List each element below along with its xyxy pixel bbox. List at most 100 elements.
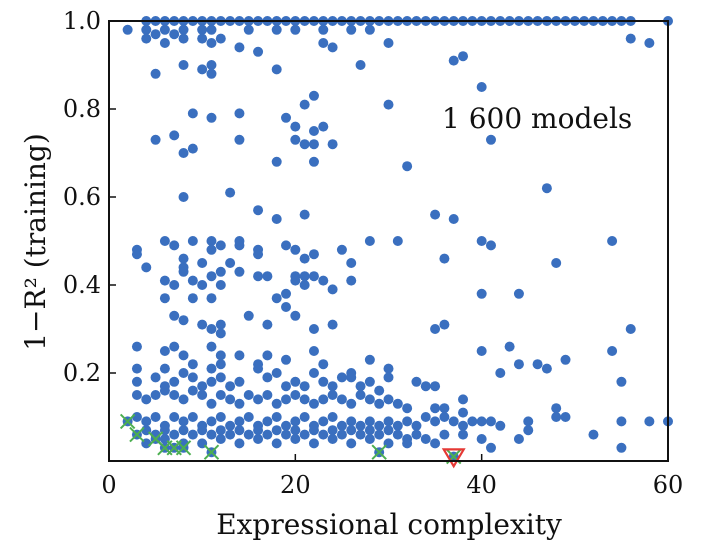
- data-point: [374, 385, 385, 396]
- y-tick-label: 0.8: [63, 95, 101, 123]
- data-point: [485, 442, 496, 453]
- data-point: [290, 24, 301, 35]
- data-point: [355, 390, 366, 400]
- data-point: [299, 209, 310, 220]
- data-point: [364, 354, 375, 365]
- data-point: [169, 376, 180, 387]
- data-point: [234, 438, 245, 449]
- data-point: [206, 324, 217, 334]
- data-point: [271, 412, 282, 422]
- data-point: [271, 156, 282, 167]
- data-point: [402, 416, 413, 427]
- y-tick-label: 0.4: [63, 271, 101, 299]
- data-point: [383, 99, 394, 110]
- data-point: [178, 425, 189, 436]
- data-point: [299, 394, 310, 405]
- data-point: [281, 429, 292, 440]
- data-point: [253, 249, 264, 260]
- data-point: [290, 121, 301, 132]
- data-point: [318, 376, 329, 387]
- data-point: [243, 412, 254, 422]
- data-point: [131, 412, 142, 422]
- data-point: [495, 368, 506, 378]
- data-point: [262, 372, 273, 383]
- data-point: [308, 438, 319, 449]
- data-point: [178, 416, 189, 427]
- data-point: [234, 42, 245, 53]
- data-point: [336, 420, 347, 431]
- data-point: [234, 236, 245, 246]
- plot-frame: [108, 20, 669, 462]
- data-point: [169, 341, 180, 352]
- data-point: [439, 319, 450, 330]
- data-point: [299, 139, 310, 150]
- data-point: [458, 407, 469, 418]
- data-point: [392, 398, 403, 409]
- data-point: [299, 280, 310, 290]
- data-point: [476, 82, 487, 92]
- data-point: [551, 412, 562, 422]
- x-tick-label: 0: [101, 471, 116, 499]
- data-point: [262, 416, 273, 427]
- data-point: [206, 68, 217, 79]
- data-point: [243, 390, 254, 400]
- data-point: [308, 271, 319, 282]
- data-point: [197, 24, 208, 35]
- data-point: [318, 429, 329, 440]
- data-point: [206, 293, 217, 304]
- data-point: [290, 434, 301, 444]
- data-point: [318, 275, 329, 286]
- data-point: [625, 33, 636, 44]
- data-point: [560, 354, 571, 365]
- x-tick-label: 20: [280, 471, 311, 499]
- data-point: [411, 420, 422, 431]
- data-point: [374, 398, 385, 409]
- y-tick-label: 0.6: [63, 183, 101, 211]
- data-point: [364, 236, 375, 246]
- data-point: [318, 416, 329, 427]
- data-point: [541, 183, 552, 194]
- data-point: [159, 385, 170, 396]
- data-point: [159, 346, 170, 356]
- data-point: [402, 161, 413, 172]
- data-point: [206, 60, 217, 70]
- data-point: [131, 249, 142, 260]
- data-point: [253, 394, 264, 405]
- data-point: [476, 434, 487, 444]
- data-point: [383, 416, 394, 427]
- data-point: [187, 385, 198, 396]
- data-point: [430, 416, 441, 427]
- data-point: [290, 416, 301, 427]
- data-point: [215, 328, 226, 339]
- data-point: [215, 372, 226, 383]
- data-point: [364, 425, 375, 436]
- data-point: [281, 354, 292, 365]
- pareto-cross-marker: [203, 444, 220, 460]
- data-point: [364, 24, 375, 35]
- data-point: [262, 350, 273, 361]
- data-point: [346, 398, 357, 409]
- data-point: [364, 434, 375, 444]
- data-point: [178, 350, 189, 361]
- data-point: [383, 394, 394, 405]
- data-point: [308, 398, 319, 409]
- data-point: [327, 284, 338, 295]
- data-point: [476, 236, 487, 246]
- data-point: [290, 244, 301, 255]
- data-point: [430, 438, 441, 449]
- data-point: [150, 372, 161, 383]
- data-point: [336, 394, 347, 405]
- data-point: [364, 394, 375, 405]
- data-point: [308, 425, 319, 436]
- data-point: [169, 280, 180, 290]
- data-point: [299, 381, 310, 392]
- data-point: [234, 108, 245, 119]
- data-point: [159, 363, 170, 374]
- data-point: [299, 412, 310, 422]
- data-point: [448, 55, 459, 66]
- data-point: [355, 381, 366, 392]
- data-point: [383, 363, 394, 374]
- data-point: [234, 266, 245, 277]
- data-point: [327, 425, 338, 436]
- data-point: [225, 420, 236, 431]
